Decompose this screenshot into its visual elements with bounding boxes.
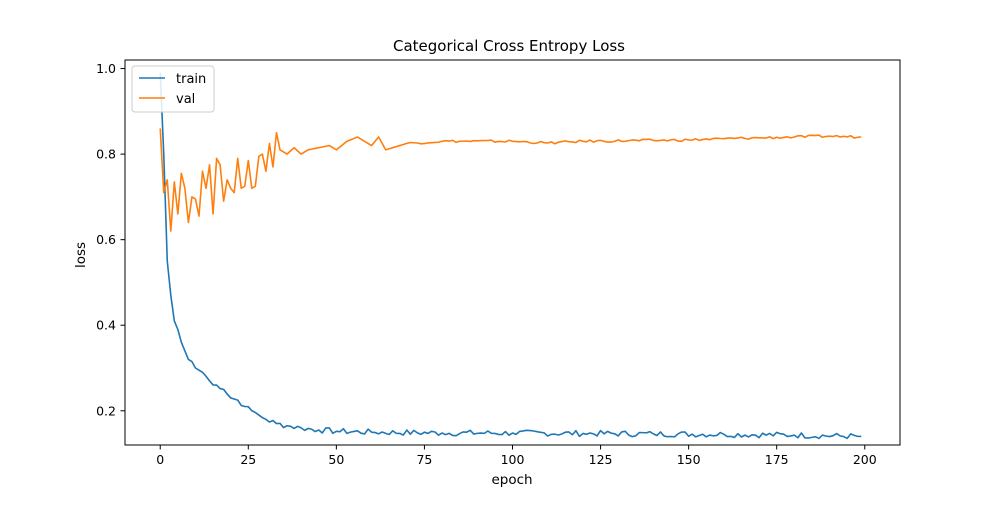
x-tick-label: 75 bbox=[416, 452, 432, 467]
legend: train val bbox=[131, 65, 215, 113]
y-tick-label: 0.2 bbox=[96, 403, 116, 418]
y-tick-label: 0.8 bbox=[96, 147, 116, 162]
plot-frame bbox=[124, 59, 901, 446]
legend-label-val: val bbox=[176, 92, 195, 107]
y-tick-label: 1.0 bbox=[96, 61, 116, 76]
x-tick-label: 100 bbox=[501, 452, 525, 467]
series-layer bbox=[159, 72, 862, 440]
y-tick-label: 0.6 bbox=[96, 232, 116, 247]
x-axis-label: epoch bbox=[491, 472, 532, 488]
x-tick-label: 125 bbox=[589, 452, 613, 467]
x-axis-ticks: 0 25 50 75 100 125 150 175 200 bbox=[156, 445, 877, 467]
x-tick-label: 200 bbox=[853, 452, 877, 467]
legend-label-train: train bbox=[176, 72, 206, 87]
chart-title: Categorical Cross Entropy Loss bbox=[393, 37, 625, 55]
series-line-train bbox=[159, 72, 862, 440]
y-axis-label: loss bbox=[73, 242, 89, 268]
x-tick-label: 0 bbox=[156, 452, 164, 467]
y-axis-ticks: 0.2 0.4 0.6 0.8 1.0 bbox=[96, 61, 125, 418]
x-tick-label: 175 bbox=[765, 452, 789, 467]
x-tick-label: 25 bbox=[240, 452, 256, 467]
x-tick-label: 150 bbox=[677, 452, 701, 467]
y-tick-label: 0.4 bbox=[96, 318, 116, 333]
series-line-val bbox=[159, 128, 862, 232]
x-tick-label: 50 bbox=[328, 452, 344, 467]
